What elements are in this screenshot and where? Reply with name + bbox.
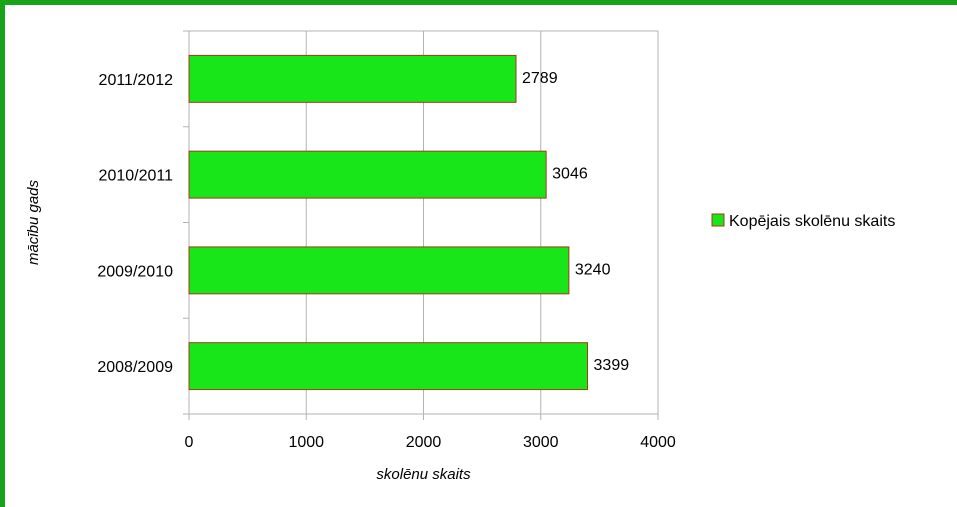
- bar-2009-2010: [188, 246, 570, 295]
- x-tick-label: 4000: [640, 434, 676, 451]
- data-label: 3240: [575, 261, 611, 278]
- legend-swatch: [711, 213, 725, 227]
- x-tick-label: 3000: [523, 434, 559, 451]
- legend-label: Kopējais skolēnu skaits: [729, 213, 895, 230]
- bar-2011-2012: [188, 54, 517, 103]
- data-label: 2789: [522, 70, 558, 87]
- bars: [188, 54, 589, 391]
- legend: Kopējais skolēnu skaits: [711, 213, 895, 230]
- plot-area: [188, 30, 659, 415]
- x-tick-label: 2000: [406, 434, 442, 451]
- data-label: 3399: [594, 357, 630, 374]
- data-label: 3046: [552, 166, 588, 183]
- x-axis-title: skolēnu skaits: [376, 466, 471, 483]
- x-tick-label: 0: [185, 434, 194, 451]
- labels: 0 1000 2000 3000 4000 2011/2012 2789 2010/2011 3…: [97, 70, 676, 451]
- y-tick-label: 2009/2010: [97, 263, 173, 280]
- bar-2010-2011: [188, 150, 547, 199]
- y-tick-label: 2011/2012: [99, 72, 174, 89]
- y-axis-title: mācību gads: [25, 179, 42, 265]
- bar-2008-2009: [188, 342, 589, 391]
- y-tick-label: 2008/2009: [97, 359, 173, 376]
- y-tick-label: 2010/2011: [99, 168, 174, 185]
- x-tick-label: 1000: [288, 434, 324, 451]
